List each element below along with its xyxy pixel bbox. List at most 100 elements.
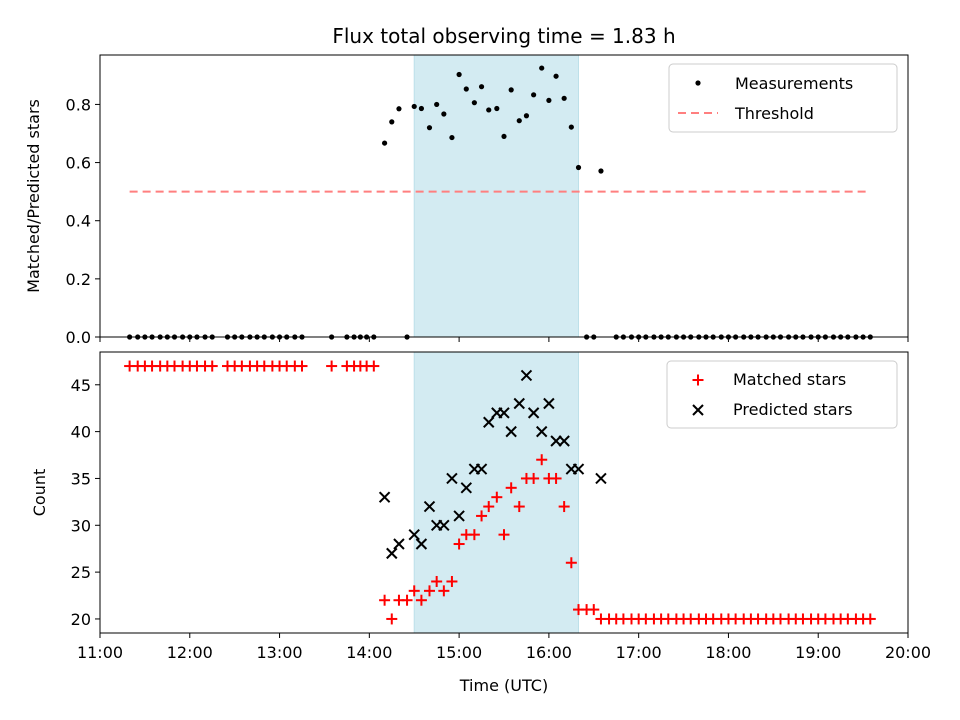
measurement-point	[561, 95, 567, 101]
legend-box	[666, 360, 898, 429]
bottom-legend: Matched stars Predicted stars	[666, 360, 898, 429]
y-tick-label: 0.0	[66, 328, 91, 347]
measurement-point	[381, 140, 388, 146]
matched-star-point	[326, 360, 338, 372]
predicted-star-point	[572, 463, 585, 475]
matched-star-point	[438, 585, 450, 597]
predicted-star-point	[498, 407, 510, 419]
y-tick-label: 35	[71, 469, 91, 488]
measurement-point	[494, 105, 500, 112]
y-tick-label: 20	[71, 610, 91, 629]
x-tick-label: 14:00	[346, 643, 392, 662]
predicted-star-point	[513, 397, 525, 410]
plot-frame	[99, 54, 909, 338]
matched-star-point	[528, 472, 540, 484]
y-axis-label: Matched/Predicted stars	[24, 99, 43, 293]
matched-star-point	[468, 529, 480, 541]
matched-star-point	[446, 575, 458, 587]
measurement-point	[568, 124, 574, 130]
x-tick-label: 11:00	[77, 643, 123, 662]
matched-star-point	[453, 538, 465, 550]
measurement-point	[463, 86, 469, 92]
predicted-star-point	[393, 538, 405, 550]
predicted-star-point	[505, 425, 517, 438]
matched-star-point	[386, 613, 398, 625]
matched-star-point	[558, 501, 570, 513]
matched-star-point	[491, 491, 503, 503]
predicted-star-point	[520, 369, 533, 382]
y-tick-label: 0.8	[66, 95, 91, 114]
y-tick-label: 40	[71, 423, 91, 442]
measurement-point	[598, 168, 604, 174]
matched-star-point	[415, 594, 427, 606]
predicted-star-point	[438, 519, 450, 531]
matched-star-point	[401, 594, 413, 606]
measurement-point	[449, 134, 455, 141]
matched-star-point	[498, 529, 510, 541]
predicted-star-point	[595, 472, 607, 485]
legend-measurements-label: Measurements	[735, 74, 853, 93]
x-tick-label: 12:00	[167, 643, 213, 662]
measurement-point	[389, 119, 395, 125]
measurement-point	[434, 101, 440, 108]
matched-star-point	[408, 585, 420, 597]
measurement-point	[501, 133, 507, 140]
observing-span	[413, 54, 580, 338]
predicted-star-point	[415, 538, 428, 550]
predicted-star-point	[386, 547, 398, 560]
predicted-star-point	[527, 407, 540, 419]
measurement-point	[396, 106, 402, 112]
x-tick-label: 13:00	[257, 643, 303, 662]
predicted-star-point	[692, 404, 704, 416]
matched-star-point	[368, 360, 380, 372]
matched-star-point	[505, 482, 517, 494]
x-tick-label: 20:00	[885, 643, 931, 662]
predicted-star-point	[483, 416, 495, 428]
matched-star-point	[483, 501, 495, 513]
y-tick-label: 25	[71, 563, 91, 582]
predicted-star-point	[543, 397, 555, 410]
measurement-point	[418, 105, 425, 112]
x-tick-label: 16:00	[526, 643, 572, 662]
x-axis-label: Time (UTC)	[459, 676, 548, 695]
predicted-star-point	[453, 510, 465, 522]
measurement-point	[508, 87, 514, 93]
measurement-point	[411, 103, 417, 110]
predicted-star-point	[558, 435, 570, 447]
matched-star-point	[476, 510, 488, 522]
measurement-point	[441, 111, 447, 117]
predicted-star-point	[535, 425, 548, 438]
predicted-star-point	[408, 528, 420, 541]
x-tick-label: 17:00	[616, 643, 662, 662]
legend-matched-label: Matched stars	[733, 370, 846, 389]
measurement-point	[426, 125, 433, 131]
y-tick-label: 0.4	[66, 212, 91, 231]
top-panel: 0.0 0.2 0.4 0.6 0.8 Matched/Predicted stars Me…	[24, 54, 909, 347]
legend-measurement-marker	[695, 80, 701, 86]
matched-star-point	[692, 374, 704, 386]
predicted-star-point	[460, 482, 473, 494]
measurement-point	[486, 107, 492, 113]
measurement-point	[478, 84, 485, 90]
matched-star-point	[431, 575, 443, 587]
y-tick-label: 30	[71, 516, 91, 535]
legend-predicted-label: Predicted stars	[733, 400, 853, 419]
measurement-point	[516, 118, 522, 124]
measurement-point	[575, 164, 582, 171]
measurement-point	[553, 73, 559, 79]
measurement-point	[546, 97, 552, 103]
matched-star-point	[296, 360, 308, 372]
matched-star-point	[423, 585, 435, 597]
measurement-point	[531, 92, 537, 98]
measurement-point	[456, 71, 462, 78]
predicted-star-point	[423, 500, 436, 513]
matched-star-point	[513, 501, 525, 513]
legend-box	[668, 63, 898, 133]
x-tick-label: 18:00	[705, 643, 751, 662]
top-legend: Measurements Threshold	[668, 63, 898, 133]
x-tick-label: 19:00	[795, 643, 841, 662]
measurement-point	[523, 113, 530, 119]
chart-title: Flux total observing time = 1.83 h	[332, 24, 675, 48]
matched-star-point	[565, 557, 577, 569]
